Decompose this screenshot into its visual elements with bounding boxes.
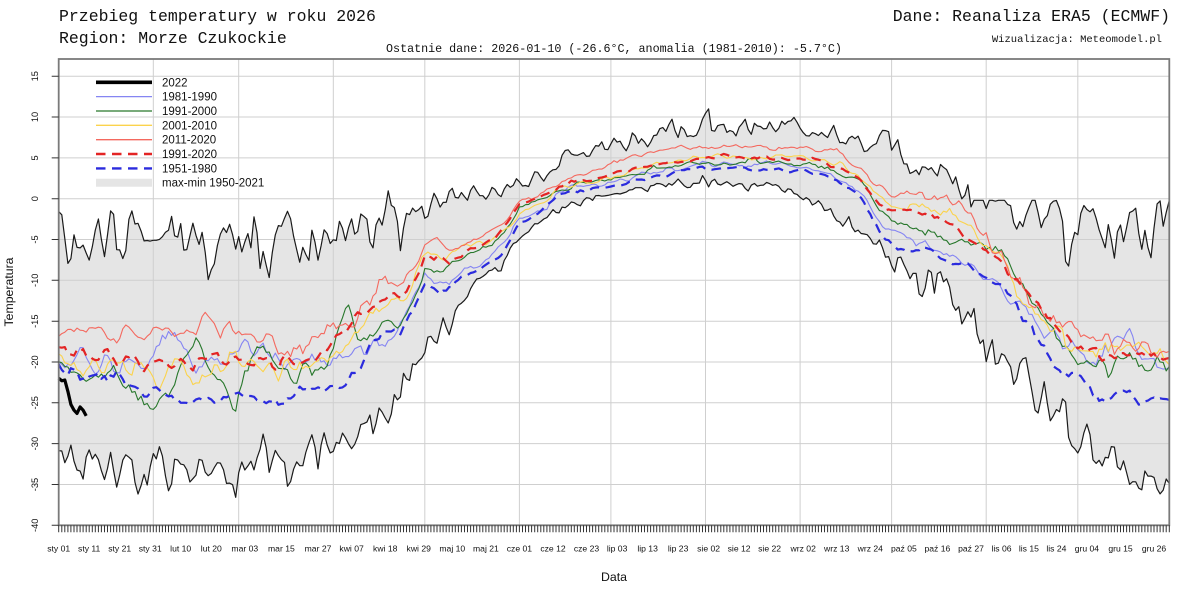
svg-text:lis 24: lis 24 [1046, 544, 1066, 554]
svg-text:mar 15: mar 15 [268, 544, 295, 554]
svg-text:paź 16: paź 16 [924, 544, 950, 554]
svg-text:1981-1990: 1981-1990 [162, 92, 217, 104]
svg-text:-35: -35 [30, 478, 40, 491]
svg-text:mar 03: mar 03 [231, 544, 258, 554]
svg-text:1951-1980: 1951-1980 [162, 163, 217, 175]
svg-text:sie 02: sie 02 [697, 544, 720, 554]
svg-text:Data: Data [601, 570, 627, 584]
svg-text:5: 5 [30, 155, 40, 160]
svg-text:Przebieg temperatury w roku 20: Przebieg temperatury w roku 2026 [59, 7, 376, 26]
svg-text:-10: -10 [30, 274, 40, 287]
svg-text:cze 12: cze 12 [540, 544, 566, 554]
svg-text:paź 05: paź 05 [891, 544, 917, 554]
svg-text:-40: -40 [30, 519, 40, 532]
svg-text:-20: -20 [30, 355, 40, 368]
svg-text:gru 04: gru 04 [1075, 544, 1100, 554]
svg-text:Region: Morze Czukockie: Region: Morze Czukockie [59, 29, 287, 48]
svg-text:10: 10 [30, 112, 40, 122]
svg-text:lut 10: lut 10 [170, 544, 191, 554]
svg-text:1991-2000: 1991-2000 [162, 106, 217, 118]
svg-text:paź 27: paź 27 [958, 544, 984, 554]
svg-text:1991-2020: 1991-2020 [162, 149, 217, 161]
svg-text:Ostatnie dane: 2026-01-10 (-26: Ostatnie dane: 2026-01-10 (-26.6°C, anom… [386, 42, 842, 56]
svg-text:sie 22: sie 22 [758, 544, 781, 554]
svg-text:kwi 07: kwi 07 [339, 544, 364, 554]
svg-text:sty 11: sty 11 [78, 544, 101, 554]
svg-text:Temperatura: Temperatura [2, 257, 16, 326]
svg-text:lip 13: lip 13 [637, 544, 658, 554]
svg-text:lip 23: lip 23 [668, 544, 689, 554]
svg-text:Dane: Reanaliza ERA5 (ECMWF): Dane: Reanaliza ERA5 (ECMWF) [893, 7, 1170, 26]
svg-text:-30: -30 [30, 437, 40, 450]
svg-text:lis 15: lis 15 [1019, 544, 1039, 554]
svg-text:lut 20: lut 20 [201, 544, 222, 554]
svg-text:cze 23: cze 23 [574, 544, 600, 554]
svg-text:-25: -25 [30, 396, 40, 409]
svg-text:sty 21: sty 21 [108, 544, 131, 554]
svg-text:2001-2010: 2001-2010 [162, 120, 217, 132]
svg-text:15: 15 [30, 71, 40, 81]
svg-text:Wizualizacja: Meteomodel.pl: Wizualizacja: Meteomodel.pl [992, 34, 1162, 46]
svg-text:sty 01: sty 01 [47, 544, 70, 554]
svg-text:wrz 13: wrz 13 [823, 544, 850, 554]
svg-text:gru 26: gru 26 [1142, 544, 1167, 554]
svg-text:cze 01: cze 01 [507, 544, 533, 554]
svg-text:maj 10: maj 10 [439, 544, 465, 554]
svg-text:-15: -15 [30, 314, 40, 327]
svg-text:kwi 18: kwi 18 [373, 544, 398, 554]
svg-text:kwi 29: kwi 29 [407, 544, 432, 554]
svg-text:mar 27: mar 27 [305, 544, 332, 554]
svg-text:maj 21: maj 21 [473, 544, 499, 554]
svg-text:2011-2020: 2011-2020 [162, 135, 216, 147]
svg-text:-5: -5 [30, 235, 40, 243]
svg-text:max-min 1950-2021: max-min 1950-2021 [162, 178, 264, 190]
svg-text:lip 03: lip 03 [607, 544, 628, 554]
svg-text:sty 31: sty 31 [139, 544, 162, 554]
svg-text:lis 06: lis 06 [991, 544, 1011, 554]
svg-text:sie 12: sie 12 [728, 544, 751, 554]
svg-text:wrz 24: wrz 24 [857, 544, 884, 554]
svg-text:0: 0 [30, 196, 40, 201]
svg-text:wrz 02: wrz 02 [790, 544, 817, 554]
svg-text:gru 15: gru 15 [1108, 544, 1133, 554]
svg-text:2022: 2022 [162, 77, 188, 89]
